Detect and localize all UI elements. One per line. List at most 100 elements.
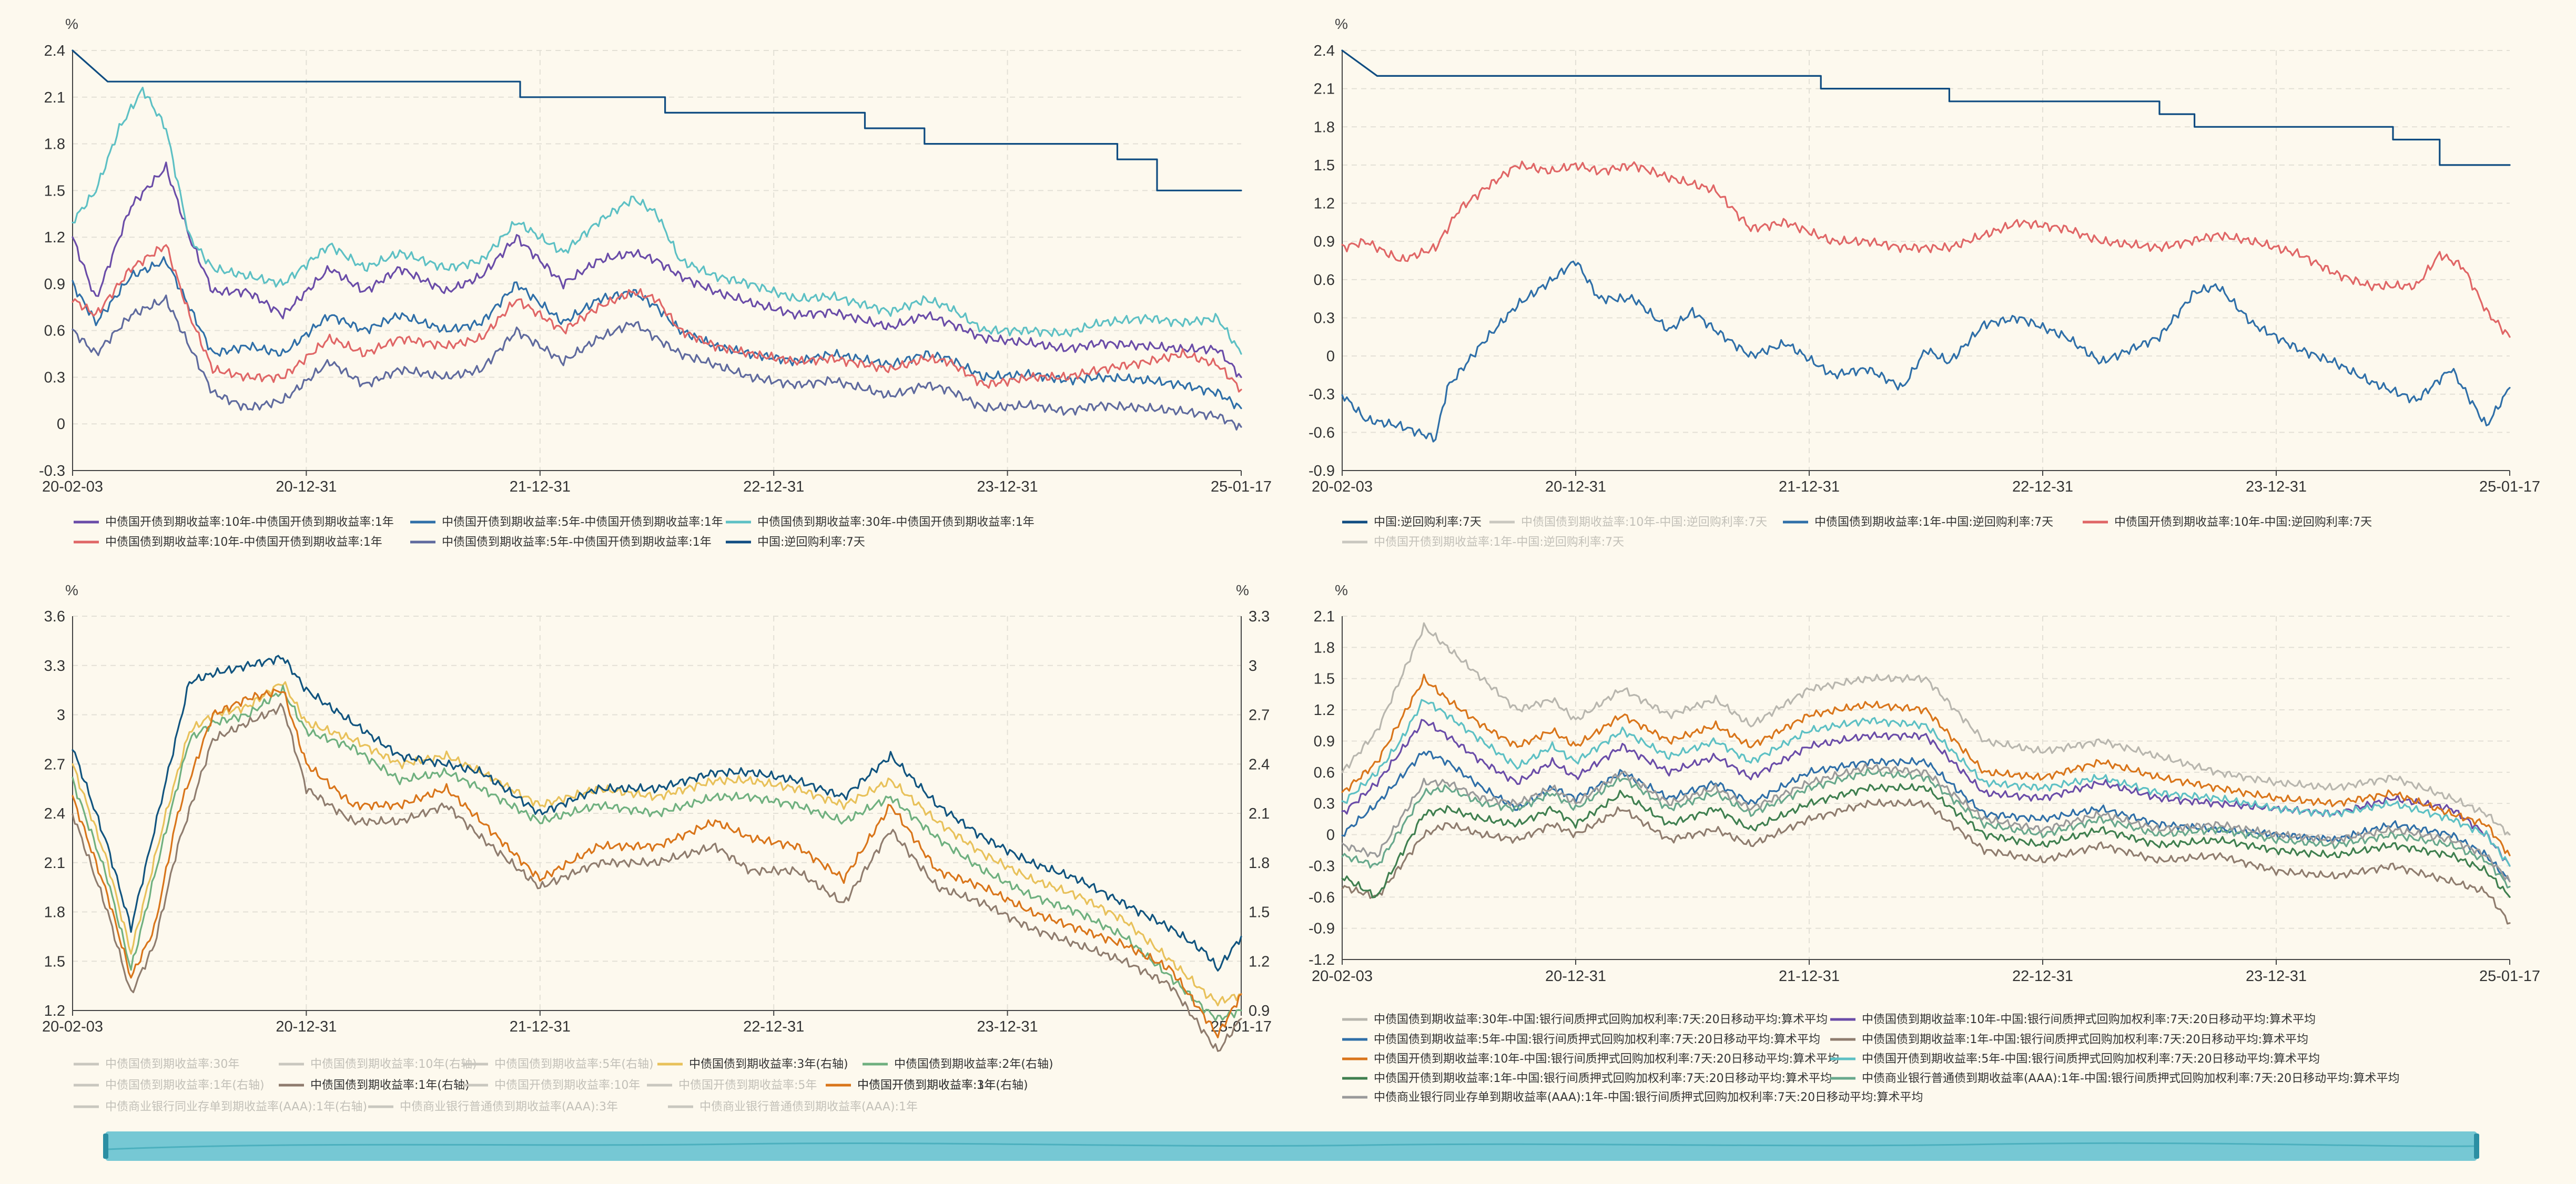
x-tick-label: 20-02-03 bbox=[1312, 968, 1373, 985]
legend-label: 中债国开债到期收益率:1年-中国:逆回购利率:7天 bbox=[1374, 536, 1624, 549]
legend-item[interactable]: 中债国开债到期收益率:5年-中国:银行间质押式回购加权利率:7天:20日移动平均… bbox=[1830, 1053, 2320, 1066]
legend-item[interactable]: 中债国开债到期收益率:1年(右轴) bbox=[826, 1079, 1028, 1092]
x-tick-label: 23-12-31 bbox=[2246, 478, 2307, 495]
legend-item[interactable]: 中债国债到期收益率:10年-中国:逆回购利率:7天 bbox=[1489, 516, 1767, 529]
legend-item[interactable]: 中债国债到期收益率:30年-中国:银行间质押式回购加权利率:7天:20日移动平均… bbox=[1342, 1013, 1828, 1026]
legend-item[interactable]: 中债国债到期收益率:5年(右轴) bbox=[463, 1058, 654, 1071]
x-tick-label: 21-12-31 bbox=[1779, 968, 1840, 985]
series-line-c4-1[interactable] bbox=[1341, 719, 2511, 867]
series-line-c2-2[interactable] bbox=[1341, 260, 2511, 443]
series-line-c3-4[interactable] bbox=[72, 688, 1242, 1038]
legend-item[interactable]: 中债国开债到期收益率:10年-中国:逆回购利率:7天 bbox=[2083, 516, 2372, 529]
y-tick-label: 0 bbox=[1326, 827, 1335, 844]
legend-item[interactable]: 中债国债到期收益率:1年(右轴) bbox=[74, 1079, 265, 1092]
series-line-c4-5[interactable] bbox=[1341, 699, 2511, 867]
legend-label: 中债国债到期收益率:1年(右轴) bbox=[105, 1079, 265, 1092]
x-tick-label: 23-12-31 bbox=[977, 1018, 1038, 1035]
y-right-tick-label: 2.7 bbox=[1249, 707, 1270, 724]
legend-item[interactable]: 中债国债到期收益率:1年(右轴) bbox=[279, 1079, 470, 1092]
legend-item[interactable]: 中债国债到期收益率:30年-中债国开债到期收益率:1年 bbox=[726, 516, 1035, 529]
series-line-c4-6[interactable] bbox=[1341, 783, 2511, 899]
legend-item[interactable]: 中债商业银行普通债到期收益率(AAA):1年-中国:银行间质押式回购加权利率:7… bbox=[1830, 1072, 2400, 1085]
series-line-c3-3[interactable] bbox=[72, 655, 1242, 972]
legend-item[interactable]: 中债国债到期收益率:10年-中国:银行间质押式回购加权利率:7天:20日移动平均… bbox=[1830, 1013, 2316, 1026]
legend-item[interactable]: 中债国债到期收益率:1年-中国:银行间质押式回购加权利率:7天:20日移动平均:… bbox=[1830, 1033, 2308, 1046]
legend-label: 中债国债到期收益率:1年(右轴) bbox=[310, 1079, 470, 1092]
y-tick-label: 2.1 bbox=[44, 89, 65, 106]
y-tick-label: 1.2 bbox=[1314, 702, 1335, 719]
legend-item[interactable]: 中债国债到期收益率:2年(右轴) bbox=[863, 1058, 1053, 1071]
legend-item[interactable]: 中债商业银行普通债到期收益率(AAA):3年 bbox=[368, 1100, 618, 1114]
legend-label: 中债国开债到期收益率:5年-中债国开债到期收益率:1年 bbox=[442, 516, 723, 529]
legend-item[interactable]: 中债国债到期收益率:30年 bbox=[74, 1058, 239, 1071]
slider-handle-left[interactable] bbox=[103, 1134, 108, 1159]
legend-item[interactable]: 中债国开债到期收益率:10年-中国:银行间质押式回购加权利率:7天:20日移动平… bbox=[1342, 1053, 1839, 1066]
legend-item[interactable]: 中债商业银行普通债到期收益率(AAA):1年 bbox=[668, 1100, 918, 1114]
y-right-tick-label: 0.9 bbox=[1249, 1003, 1270, 1019]
series-line-c4-7[interactable] bbox=[1341, 767, 2511, 889]
x-tick-label: 20-12-31 bbox=[276, 1018, 337, 1035]
legend-item[interactable]: 中债国开债到期收益率:10年 bbox=[463, 1079, 640, 1092]
x-tick-label: 20-12-31 bbox=[1545, 968, 1606, 985]
legend-item[interactable]: 中债国债到期收益率:5年-中国:银行间质押式回购加权利率:7天:20日移动平均:… bbox=[1342, 1033, 1820, 1046]
y-right-tick-label: 1.5 bbox=[1249, 904, 1270, 921]
legend-item[interactable]: 中债国开债到期收益率:1年-中国:逆回购利率:7天 bbox=[1342, 536, 1624, 549]
y-tick-label: -0.3 bbox=[1309, 386, 1335, 403]
series-line-c1-3[interactable] bbox=[72, 244, 1242, 393]
y-tick-label: 1.8 bbox=[1314, 119, 1335, 136]
series-line-c1-2[interactable] bbox=[72, 87, 1242, 355]
y-tick-label: 0.9 bbox=[44, 276, 65, 293]
series-line-c4-4[interactable] bbox=[1341, 673, 2511, 856]
y-tick-label: 3.6 bbox=[44, 608, 65, 625]
time-range-slider[interactable] bbox=[103, 1131, 2479, 1161]
legend-label: 中债国开债到期收益率:3年 bbox=[857, 1079, 996, 1092]
legend-item[interactable]: 中国:逆回购利率:7天 bbox=[1342, 516, 1482, 529]
series-line-c3-2[interactable] bbox=[72, 703, 1242, 1052]
legend-item[interactable]: 中债国开债到期收益率:3年 bbox=[826, 1079, 996, 1092]
y-right-tick-label: 1.2 bbox=[1249, 953, 1270, 970]
y-tick-label: -0.9 bbox=[1309, 463, 1335, 479]
chart-yield-levels: 1.2 1.5 1.8 2.1 2.4 2.7 3 3.3 3.6 0.9 1.2 1.5 1.8 2.1… bbox=[42, 582, 1272, 1114]
legend-item[interactable]: 中债国债到期收益率:10年(右轴) bbox=[279, 1058, 477, 1071]
x-tick-label: 20-02-03 bbox=[1312, 478, 1373, 495]
legend-label: 中债国债到期收益率:10年-中债国开债到期收益率:1年 bbox=[105, 536, 382, 549]
y-tick-label: 1.5 bbox=[1314, 671, 1335, 688]
legend-item[interactable]: 中债国开债到期收益率:5年 bbox=[647, 1079, 817, 1092]
series-line-c1-5[interactable] bbox=[72, 49, 1242, 191]
legend-item[interactable]: 中债国债到期收益率:10年-中债国开债到期收益率:1年 bbox=[74, 536, 382, 549]
y-tick-label: 0.9 bbox=[1314, 233, 1335, 250]
legend-label: 中债国开债到期收益率:10年-中国:逆回购利率:7天 bbox=[2114, 516, 2372, 529]
series-line-c4-8[interactable] bbox=[1341, 763, 2511, 883]
x-tick-label: 22-12-31 bbox=[743, 478, 804, 495]
legend-item[interactable]: 中债国开债到期收益率:10年-中债国开债到期收益率:1年 bbox=[74, 516, 394, 529]
series-line-c3-0[interactable] bbox=[72, 681, 1242, 1007]
legend-label: 中债商业银行普通债到期收益率(AAA):3年 bbox=[400, 1100, 618, 1114]
legend-label: 中债国开债到期收益率:10年-中债国开债到期收益率:1年 bbox=[105, 516, 394, 529]
x-tick-label: 22-12-31 bbox=[743, 1018, 804, 1035]
legend-label: 中债国债到期收益率:10年(右轴) bbox=[310, 1058, 477, 1071]
series-line-c2-1[interactable] bbox=[1341, 160, 2511, 338]
legend-item[interactable]: 中债国开债到期收益率:5年-中债国开债到期收益率:1年 bbox=[410, 516, 723, 529]
legend-item[interactable]: 中债国债到期收益率:1年-中国:逆回购利率:7天 bbox=[1783, 516, 2053, 529]
legend-item[interactable]: 中债商业银行同业存单到期收益率(AAA):1年-中国:银行间质押式回购加权利率:… bbox=[1342, 1091, 1923, 1104]
series-line-c2-0[interactable] bbox=[1341, 49, 2511, 166]
y-tick-label: 1.8 bbox=[44, 904, 65, 921]
legend-item[interactable]: 中国:逆回购利率:7天 bbox=[726, 536, 865, 549]
slider-handle-right[interactable] bbox=[2474, 1134, 2479, 1159]
series-line-c1-4[interactable] bbox=[72, 294, 1242, 431]
y-tick-label: 0.6 bbox=[1314, 272, 1335, 289]
legend-item[interactable]: 中债国债到期收益率:5年-中债国开债到期收益率:1年 bbox=[410, 536, 712, 549]
series-line-c4-3[interactable] bbox=[1341, 798, 2511, 925]
series-line-c1-0[interactable] bbox=[72, 161, 1242, 378]
series-line-c4-0[interactable] bbox=[1341, 622, 2511, 836]
series-line-c3-1[interactable] bbox=[72, 685, 1242, 1022]
legend-label: 中债商业银行同业存单到期收益率(AAA):1年(右轴) bbox=[105, 1100, 367, 1114]
y-tick-label: 0.6 bbox=[44, 323, 65, 340]
x-tick-label: 20-12-31 bbox=[1545, 478, 1606, 495]
legend-item[interactable]: 中债商业银行同业存单到期收益率(AAA):1年(右轴) bbox=[74, 1100, 367, 1114]
legend-label: 中债国债到期收益率:1年-中国:逆回购利率:7天 bbox=[1814, 516, 2053, 529]
legend-item[interactable]: 中债国开债到期收益率:1年-中国:银行间质押式回购加权利率:7天:20日移动平均… bbox=[1342, 1072, 1832, 1085]
series-line-c1-1[interactable] bbox=[72, 256, 1242, 410]
legend-item[interactable]: 中债国债到期收益率:3年(右轴) bbox=[657, 1058, 848, 1071]
